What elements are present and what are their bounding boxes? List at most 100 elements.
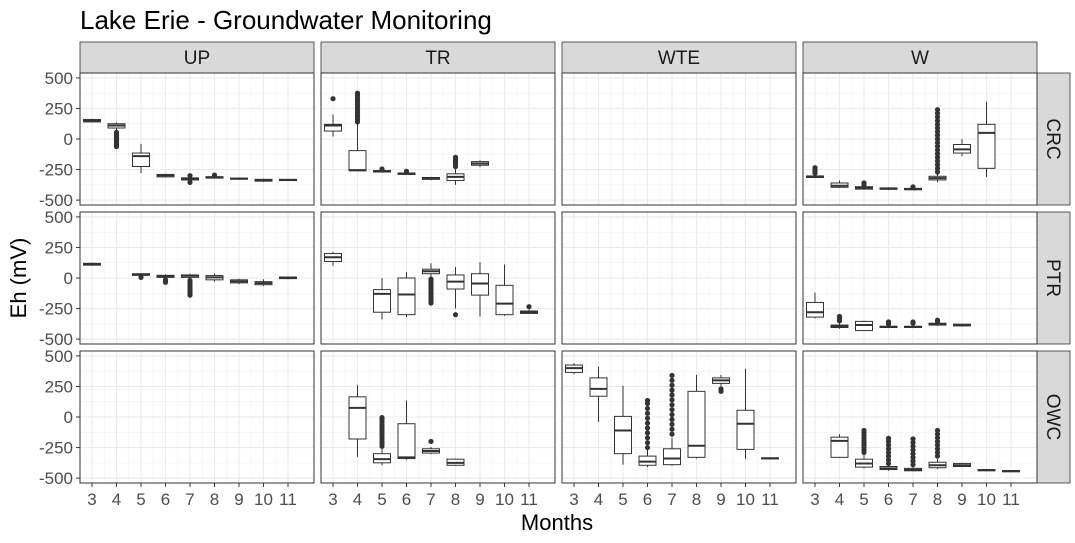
box-outlier-point [910, 440, 916, 446]
box-outlier-point [644, 444, 651, 451]
x-tick-label: 8 [451, 490, 460, 509]
box-outlier-point [934, 125, 941, 131]
column-strip [320, 41, 556, 74]
x-tick-label: 6 [643, 490, 652, 509]
y-tick-label: 0 [64, 408, 73, 427]
box-outlier-point [379, 166, 385, 172]
x-tick-label: 6 [402, 490, 411, 509]
box-outlier-point [934, 431, 941, 437]
x-tick-label: 10 [254, 490, 273, 509]
y-tick-label: -500 [39, 469, 73, 488]
box-outlier-point [934, 110, 941, 116]
facet-panel-owc-up [79, 350, 315, 484]
facet-panel-crc-up [79, 72, 315, 206]
facet-panel-owc-w [802, 350, 1038, 484]
facet-panel-crc-tr [320, 72, 556, 206]
y-tick-label: 250 [45, 377, 73, 396]
box-outlier-point [669, 426, 675, 432]
box-outlier-point [526, 304, 532, 310]
column-strip-label: UP [184, 48, 210, 69]
box-outlier-point [910, 319, 916, 325]
box-outlier-point [644, 430, 651, 436]
box-outlier-point [644, 420, 651, 426]
box-outlier-point [644, 405, 651, 412]
box-outlier-point [669, 397, 675, 403]
box-outlier-point [885, 446, 892, 452]
facet-panel-ptr-wte [561, 211, 797, 345]
panel-border [79, 211, 315, 345]
box-outlier-point [910, 454, 916, 460]
box-outlier-point [910, 462, 916, 468]
x-tick-label: 9 [234, 490, 243, 509]
facet-panel-ptr-tr [320, 211, 556, 345]
box-outlier-point [910, 436, 916, 442]
x-tick-label: 11 [279, 490, 297, 509]
box-body [324, 123, 342, 132]
row-strip-label: OWC [1042, 394, 1063, 440]
x-tick-label: 3 [810, 490, 819, 509]
box-outlier-point [885, 460, 892, 467]
y-tick-label: 250 [45, 99, 73, 118]
box-outlier-point [812, 165, 818, 171]
box-body [806, 301, 824, 318]
box-outlier-point [910, 447, 916, 453]
box-outlier-point [934, 143, 941, 149]
box-outlier-point [934, 438, 941, 445]
box-body [736, 409, 755, 450]
box-outlier-point [934, 151, 941, 157]
box-outlier-point [885, 435, 892, 441]
x-tick-label: 6 [884, 490, 893, 509]
x-tick-label: 8 [933, 490, 942, 509]
box-outlier-point [162, 279, 169, 285]
box-outlier-point [885, 453, 892, 459]
x-tick-label: 3 [87, 490, 96, 509]
x-tick-label: 5 [136, 490, 145, 509]
y-tick-label: 500 [45, 347, 73, 366]
x-tick-label: 4 [353, 490, 362, 509]
box-outlier-point [669, 402, 675, 408]
box-outlier-point [644, 415, 651, 421]
box-outlier-point [669, 392, 675, 398]
box-outlier-point [934, 449, 941, 456]
panel-border [320, 350, 556, 484]
box-outlier-point [934, 435, 941, 441]
panel-border [79, 72, 315, 206]
box-outlier-point [934, 114, 941, 120]
box-outlier-point [934, 118, 941, 124]
x-tick-label: 7 [667, 490, 676, 509]
x-tick-label: 10 [736, 490, 755, 509]
x-tick-label: 4 [835, 490, 844, 509]
box-outlier-point [934, 136, 941, 142]
x-tick-label: 9 [957, 490, 966, 509]
facet-panel-owc-wte [561, 350, 797, 484]
facet-panel-crc-w [802, 72, 1038, 206]
box-outlier-point [934, 446, 941, 452]
box-body [373, 289, 391, 313]
facet-panel-owc-tr [320, 350, 556, 484]
facet-panel-ptr-up [79, 211, 315, 345]
box-body [132, 152, 150, 168]
box-outlier-point [861, 180, 867, 186]
x-tick-label: 11 [1002, 490, 1020, 509]
box-outlier-point [644, 425, 651, 431]
panel-border [320, 211, 556, 345]
box-outlier-point [934, 427, 941, 434]
y-tick-label: 500 [45, 208, 73, 227]
box-outlier-point [669, 421, 675, 427]
x-tick-label: 5 [377, 490, 386, 509]
x-tick-label: 9 [716, 490, 725, 509]
x-tick-label: 11 [520, 490, 538, 509]
box-outlier-point [669, 407, 675, 413]
box-outlier-point [669, 382, 675, 388]
box-outlier-point [934, 453, 941, 459]
box-outlier-point [934, 147, 941, 153]
column-strip-label: TR [425, 48, 450, 69]
panel-border [561, 72, 797, 206]
y-tick-label: -500 [39, 191, 73, 210]
x-axis-title: Months [521, 510, 593, 535]
x-tick-label: 3 [328, 490, 337, 509]
row-strip-label: CRC [1042, 118, 1063, 159]
panel-border [802, 211, 1038, 345]
x-tick-label: 4 [112, 490, 121, 509]
box-outlier-point [934, 132, 941, 138]
